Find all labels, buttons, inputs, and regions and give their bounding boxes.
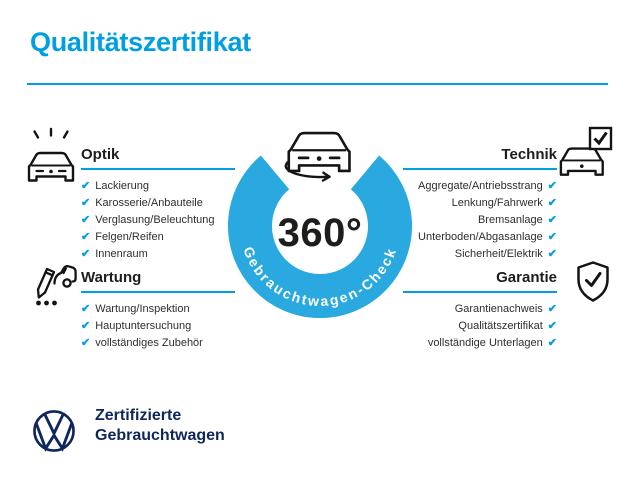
list-item: Sicherheit/Elektrik ✔ — [403, 247, 557, 264]
list-item-label: Wartung/Inspektion — [95, 303, 190, 315]
list-item-label: Lackierung — [95, 180, 150, 192]
check-icon: ✔ — [81, 303, 91, 315]
list-item-label: Lenkung/Fahrwerk — [451, 197, 543, 209]
list-item-label: vollständige Unterlagen — [427, 337, 543, 349]
list-item: ✔ Hauptuntersuchung — [81, 319, 235, 336]
brand-line-1: Zertifizierte — [95, 407, 182, 424]
ring-band — [228, 155, 412, 318]
check-icon: ✔ — [81, 180, 91, 192]
garantie-checklist: Garantienachweis ✔ Qualitätszertifikat ✔ v… — [403, 302, 557, 353]
list-item: ✔ Innenraum — [81, 247, 235, 264]
optik-checklist: ✔ Lackierung ✔ Karosserie/Anbauteile ✔ Verg… — [81, 179, 235, 264]
check-icon: ✔ — [81, 320, 91, 332]
list-item: ✔ Karosserie/Anbauteile — [81, 196, 235, 213]
list-item: ✔ vollständiges Zubehör — [81, 336, 235, 353]
list-item-label: Garantienachweis — [454, 303, 543, 315]
list-item: Qualitätszertifikat ✔ — [403, 319, 557, 336]
check-icon: ✔ — [81, 231, 91, 243]
section-technik-title: Technik — [403, 146, 557, 170]
car-360-rotation-icon — [284, 131, 351, 182]
list-item-label: vollständiges Zubehör — [95, 337, 203, 349]
list-item: ✔ Wartung/Inspektion — [81, 302, 235, 319]
check-icon: ✔ — [81, 248, 91, 260]
section-garantie-title: Garantie — [403, 269, 557, 293]
list-item-label: Unterboden/Abgasanlage — [418, 231, 543, 243]
section-wartung-title: Wartung — [81, 269, 235, 293]
list-item-label: Sicherheit/Elektrik — [454, 248, 543, 260]
list-item: Garantienachweis ✔ — [403, 302, 557, 319]
list-item: ✔ Felgen/Reifen — [81, 230, 235, 247]
section-garantie: Garantie Garantienachweis ✔ Qualitätszert… — [403, 269, 557, 353]
brand-line-2: Gebrauchtwagen — [95, 426, 225, 444]
check-icon: ✔ — [547, 231, 557, 243]
list-item-label: Verglasung/Beleuchtung — [95, 214, 215, 226]
list-item: vollständige Unterlagen ✔ — [403, 336, 557, 353]
check-icon: ✔ — [547, 180, 557, 192]
title-divider — [27, 83, 608, 85]
sparkling-car-icon — [27, 127, 75, 182]
check-icon: ✔ — [547, 320, 557, 332]
list-item-label: Aggregate/Antriebsstrang — [418, 180, 543, 192]
check-icon: ✔ — [547, 248, 557, 260]
check-icon: ✔ — [547, 337, 557, 349]
page-title: Qualitätszertifikat — [30, 27, 251, 57]
check-icon: ✔ — [547, 197, 557, 209]
section-optik: Optik ✔ Lackierung ✔ Karosserie/Anbauteile… — [81, 146, 235, 264]
check-icon: ✔ — [81, 337, 91, 349]
section-technik: Technik Aggregate/Antriebsstrang ✔ Lenkun… — [403, 146, 557, 264]
check-icon: ✔ — [81, 197, 91, 209]
vw-logo — [33, 410, 75, 452]
wartung-checklist: ✔ Wartung/Inspektion ✔ Hauptuntersuchung ✔… — [81, 302, 235, 353]
shield-check-icon — [577, 261, 609, 302]
list-item: ✔ Lackierung — [81, 179, 235, 196]
car-checkbox-icon — [559, 126, 613, 176]
list-item-label: Karosserie/Anbauteile — [95, 197, 203, 209]
list-item: Lenkung/Fahrwerk ✔ — [403, 196, 557, 213]
degrees-label: 360° — [277, 211, 363, 255]
section-optik-title: Optik — [81, 146, 235, 170]
section-wartung: Wartung ✔ Wartung/Inspektion ✔ Hauptunters… — [81, 269, 235, 353]
list-item: Bremsanlage ✔ — [403, 213, 557, 230]
list-item-label: Felgen/Reifen — [95, 231, 164, 243]
list-item: ✔ Verglasung/Beleuchtung — [81, 213, 235, 230]
brand-name: Zertifizierte Gebrauchtwagen — [95, 406, 225, 445]
technik-checklist: Aggregate/Antriebsstrang ✔ Lenkung/Fahrwe… — [403, 179, 557, 264]
list-item-label: Innenraum — [95, 248, 148, 260]
list-item-label: Hauptuntersuchung — [95, 320, 192, 332]
check-icon: ✔ — [547, 214, 557, 226]
check-icon: ✔ — [547, 303, 557, 315]
360-check-ring: Gebrauchtwagen-Check — [228, 155, 412, 318]
check-icon: ✔ — [81, 214, 91, 226]
list-item: Aggregate/Antriebsstrang ✔ — [403, 179, 557, 196]
inspection-pencil-car-icon — [36, 265, 77, 306]
list-item: Unterboden/Abgasanlage ✔ — [403, 230, 557, 247]
list-item-label: Qualitätszertifikat — [458, 320, 543, 332]
list-item-label: Bremsanlage — [477, 214, 543, 226]
